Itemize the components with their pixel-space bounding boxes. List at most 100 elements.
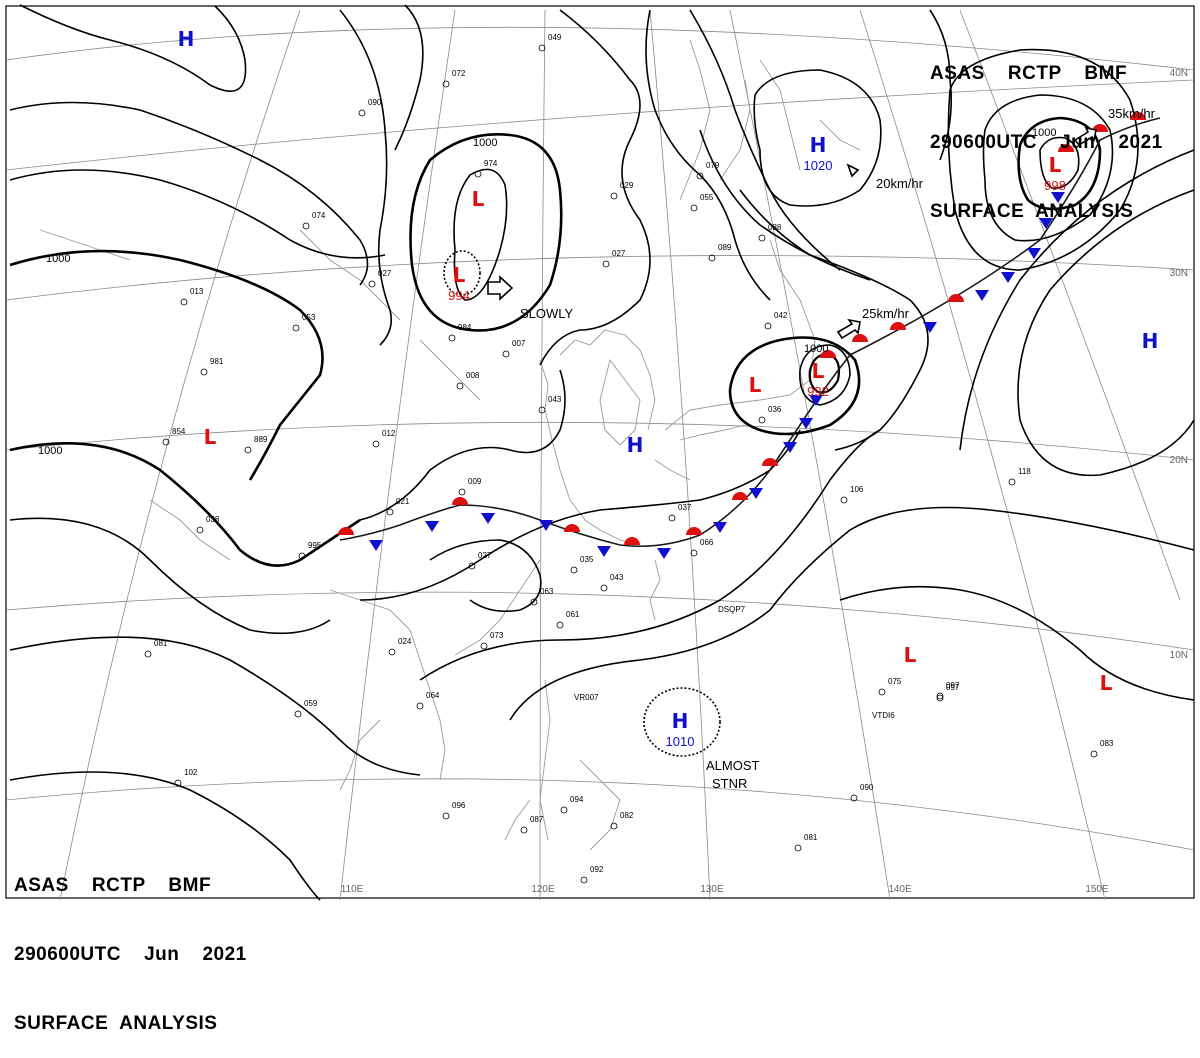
station-marker: [1090, 750, 1098, 758]
warm-front-marker: [338, 527, 354, 535]
station-value: 854: [172, 427, 186, 436]
isobar-label: 1000: [46, 253, 70, 265]
lon-label: 150E: [1085, 884, 1109, 895]
station-value: 021: [396, 497, 410, 506]
station-value: 049: [548, 33, 562, 42]
station-marker: [764, 322, 772, 330]
cold-front-marker: [657, 548, 671, 559]
station-value: 073: [490, 631, 504, 640]
dotted-centers: [443, 250, 721, 757]
header-source: ASAS RCTP BMF: [930, 63, 1128, 84]
cold-front-marker: [539, 520, 553, 531]
high-center: H: [627, 433, 644, 457]
station-marker: [388, 648, 396, 656]
isobar-label: 1000: [1032, 127, 1056, 139]
cold-front-marker: [713, 522, 727, 533]
high-center: H: [178, 27, 195, 51]
station-value: 974: [484, 159, 498, 168]
lat-label: 20N: [1170, 455, 1188, 466]
station-marker: [298, 552, 306, 560]
station-marker: [690, 204, 698, 212]
chart-footer: ASAS RCTP BMF 290600UTC Jun 2021 SURFACE…: [14, 828, 247, 1058]
station-marker: [602, 260, 610, 268]
station-marker: [144, 650, 152, 658]
cold-front-marker: [783, 442, 797, 453]
motion-label: STNR: [712, 776, 747, 791]
isobar-label: 1000: [804, 343, 828, 355]
station-marker: [610, 192, 618, 200]
lat-label: 40N: [1170, 68, 1188, 79]
station-marker: [442, 80, 450, 88]
lon-label: 120E: [531, 884, 555, 895]
warm-front-marker: [762, 458, 778, 466]
isobar-label: 1000: [473, 137, 497, 149]
motion-arrows: [487, 126, 1097, 340]
warm-front-marker: [852, 334, 868, 342]
station-marker: [292, 324, 300, 332]
station-marker: [442, 812, 450, 820]
center-pressure: 998: [1044, 178, 1066, 193]
station-marker: [474, 170, 482, 178]
station-id: VTDI6: [872, 711, 895, 720]
station-value: 043: [548, 395, 562, 404]
cold-front-marker: [1039, 218, 1053, 229]
station-value: 063: [540, 587, 554, 596]
station-marker: [302, 222, 310, 230]
cold-front-marker: [923, 322, 937, 333]
station-marker: [758, 234, 766, 242]
center-pressure: 992: [807, 384, 829, 399]
station-value: 008: [466, 371, 480, 380]
cold-front-marker: [425, 521, 439, 532]
station-value: 097: [946, 683, 960, 692]
station-marker: [468, 562, 476, 570]
cold-front-marker: [597, 546, 611, 557]
footer-title: SURFACE ANALYSIS: [14, 1013, 218, 1034]
motion-label: ALMOST: [706, 758, 760, 773]
warm-front-marker: [820, 350, 836, 358]
isobars: [9, 4, 1195, 901]
station-marker: [196, 526, 204, 534]
low-center: L: [904, 643, 917, 667]
station-value: 889: [254, 435, 268, 444]
footer-source: ASAS RCTP BMF: [14, 875, 212, 896]
station-value: 007: [512, 339, 526, 348]
station-value: 083: [1100, 739, 1114, 748]
header-title: SURFACE ANALYSIS: [930, 201, 1134, 222]
station-value: 092: [590, 865, 604, 874]
station-value: 027: [378, 269, 392, 278]
station-value: 075: [888, 677, 902, 686]
warm-front-marker: [1130, 112, 1146, 120]
station-marker: [538, 44, 546, 52]
warm-front-marker: [732, 492, 748, 500]
warm-front-marker: [1058, 144, 1074, 152]
coastlines: [39, 39, 861, 851]
station-value: 089: [718, 243, 732, 252]
station-value: 059: [304, 699, 318, 708]
low-center: L: [204, 425, 217, 449]
station-value: 074: [312, 211, 326, 220]
station-value: 066: [700, 538, 714, 547]
weather-map: 110E 120E 130E 140E 150E 40N 30N 20N 10N 1000 1000…: [5, 4, 1195, 901]
high-center: H: [810, 133, 827, 157]
station-marker: [448, 334, 456, 342]
station-value: 055: [700, 193, 714, 202]
station-value: 038: [206, 515, 220, 524]
station-value: 094: [570, 795, 584, 804]
cold-front-marker: [809, 395, 823, 406]
station-marker: [936, 694, 944, 702]
station-value: 090: [860, 783, 874, 792]
warm-front-marker: [948, 294, 964, 302]
station-value: 064: [426, 691, 440, 700]
station-value: 995: [308, 541, 322, 550]
motion-label: 35km/hr: [1108, 106, 1156, 121]
station-marker: [530, 598, 538, 606]
header-time: 290600UTC Jun 2021: [930, 132, 1163, 153]
cold-front-marker: [1051, 192, 1065, 203]
station-marker: [358, 109, 366, 117]
station-value: 090: [368, 98, 382, 107]
station-value: 097: [946, 681, 960, 690]
warm-front-marker: [890, 322, 906, 330]
station-id: DSQP7: [718, 605, 746, 614]
station-value: 102: [184, 768, 198, 777]
station-marker: [520, 826, 528, 834]
